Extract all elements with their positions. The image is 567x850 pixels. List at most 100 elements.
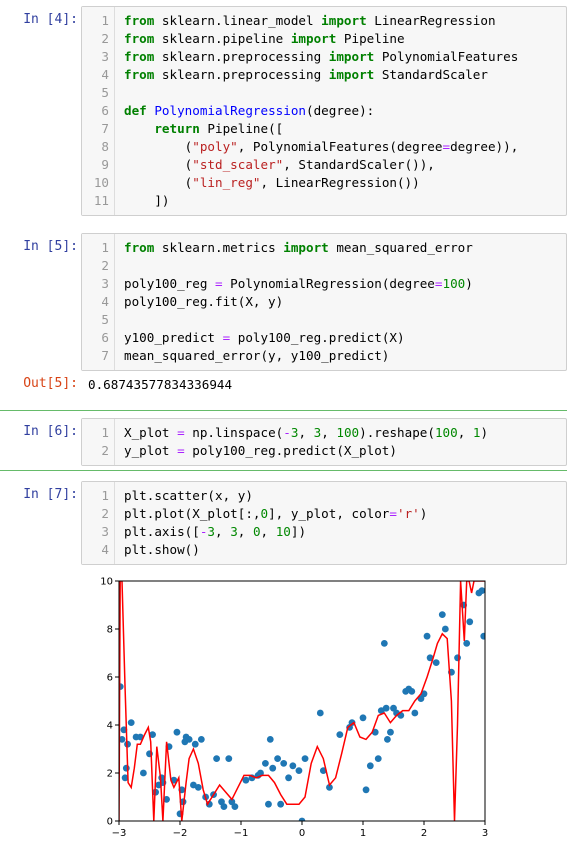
scatter-point: [438, 611, 446, 618]
line-number: 1: [101, 13, 109, 28]
scatter-point: [359, 714, 367, 722]
code-line[interactable]: 3 from sklearn.preprocessing import Polyn…: [82, 48, 567, 66]
line-number: 4: [101, 67, 109, 82]
code-line[interactable]: 1 from sklearn.metrics import mean_square…: [82, 239, 567, 257]
scatter-point: [280, 760, 288, 767]
code-line[interactable]: 4 from sklearn.preprocessing import Stand…: [82, 66, 567, 84]
code-token: =: [222, 330, 231, 345]
code-line[interactable]: 2 y_plot = poly100_reg.predict(X_plot): [82, 442, 567, 460]
code-editor[interactable]: 1 from sklearn.linear_model import Linear…: [81, 6, 567, 216]
input-prompt: In [7]:: [23, 487, 78, 502]
code-editor[interactable]: 1 X_plot = np.linspace(-3, 3, 100).reshap…: [81, 418, 567, 466]
code-cell-6[interactable]: In [6]: 1 X_plot = np.linspace(-3, 3, 100…: [0, 411, 567, 471]
code-line[interactable]: 5: [82, 311, 567, 329]
code-token: degree)),: [450, 139, 519, 154]
code-line[interactable]: 1 X_plot = np.linspace(-3, 3, 100).reshap…: [82, 424, 567, 442]
code-token: ,: [298, 425, 314, 440]
code-line[interactable]: 4 poly100_reg.fit(X, y): [82, 293, 567, 311]
scatter-point: [336, 731, 344, 738]
line-number-gutter: [82, 419, 115, 465]
line-number-gutter: [82, 482, 115, 564]
scatter-point: [262, 760, 269, 767]
scatter-point: [454, 654, 461, 662]
code-line[interactable]: 6 y100_predict = poly100_reg.predict(X): [82, 329, 567, 347]
code-token: ,: [237, 524, 253, 539]
line-number-gutter: [82, 234, 115, 370]
code-token: poly100_reg.predict(X_plot): [184, 443, 397, 458]
code-line[interactable]: 4 plt.show(): [82, 541, 567, 559]
code-token: plt.scatter(x, y): [124, 488, 253, 503]
line-number: 7: [101, 121, 109, 136]
code-token: X_plot: [124, 425, 178, 440]
input-prompt: In [6]:: [23, 424, 78, 439]
code-line[interactable]: 6 def PolynomialRegression(degree):: [82, 102, 567, 120]
code-token: np.linspace(: [184, 425, 284, 440]
code-line[interactable]: 2: [82, 257, 567, 275]
code-line[interactable]: 8 ("poly", PolynomialFeatures(degree=deg…: [82, 138, 567, 156]
input-prompt: In [5]:: [23, 239, 78, 254]
scatter-point: [478, 587, 485, 594]
scatter-point: [213, 755, 220, 762]
code-line[interactable]: 2 from sklearn.pipeline import Pipeline: [82, 30, 567, 48]
code-line[interactable]: 2 plt.plot(X_plot[:,0], y_plot, color='r'…: [82, 505, 567, 523]
code-token: import: [283, 240, 329, 255]
code-line[interactable]: 9 ("std_scaler", StandardScaler()),: [82, 156, 567, 174]
code-token: from: [124, 67, 155, 82]
line-number: 5: [101, 85, 109, 100]
code-line[interactable]: 7 return Pipeline([: [82, 120, 567, 138]
code-editor[interactable]: 1 plt.scatter(x, y) 2 plt.plot(X_plot[:,0],…: [81, 481, 567, 565]
line-number: 4: [101, 542, 109, 557]
code-text: poly100_reg = PolynomialRegression(degre…: [124, 275, 473, 293]
code-token: poly100_reg.predict(X): [230, 330, 405, 345]
scatter-point: [194, 784, 202, 791]
code-token: plt.axis([: [124, 524, 200, 539]
line-number: 1: [101, 425, 109, 440]
code-cell-5[interactable]: In [5]: 1 from sklearn.metrics import mea…: [0, 222, 567, 405]
code-line[interactable]: 7 mean_squared_error(y, y100_predict): [82, 347, 567, 365]
code-text: from sklearn.preprocessing import Standa…: [124, 66, 488, 84]
code-text: plt.show(): [124, 541, 200, 559]
code-line[interactable]: 3 poly100_reg = PolynomialRegression(degr…: [82, 275, 567, 293]
code-line[interactable]: 11 ]): [82, 192, 567, 210]
selected-cell-top-border: [0, 410, 567, 411]
code-token: =: [177, 425, 185, 440]
code-line[interactable]: 1 from sklearn.linear_model import Linear…: [82, 12, 567, 30]
code-editor[interactable]: 1 from sklearn.metrics import mean_square…: [81, 233, 567, 371]
code-line[interactable]: 10 ("lin_reg", LinearRegression()): [82, 174, 567, 192]
code-token: , PolynomialFeatures(degree: [237, 139, 443, 154]
code-text: ("lin_reg", LinearRegression()): [124, 174, 420, 192]
code-token: StandardScaler: [374, 67, 488, 82]
x-tick-label: −1: [234, 828, 249, 839]
scatter-point: [191, 740, 199, 748]
scatter-point: [348, 719, 356, 726]
code-token: from: [124, 13, 155, 28]
code-text: from sklearn.preprocessing import Polyno…: [124, 48, 518, 66]
scatter-point: [480, 632, 485, 640]
code-token: ): [480, 425, 489, 440]
code-token: 3: [207, 524, 216, 539]
code-text: ]): [124, 192, 169, 210]
scatter-point: [242, 776, 250, 784]
code-cell-7[interactable]: In [7]: 1 plt.scatter(x, y) 2 plt.plot(X_pl…: [0, 471, 567, 850]
scatter-point: [266, 736, 274, 743]
scatter-point: [466, 618, 474, 626]
code-token: =: [177, 443, 185, 458]
line-number: 6: [101, 330, 109, 345]
line-number: 3: [101, 49, 109, 64]
scatter-point: [274, 755, 281, 762]
code-token: sklearn.linear_model: [154, 13, 322, 28]
line-number: 2: [101, 258, 109, 273]
code-line[interactable]: 1 plt.scatter(x, y): [82, 487, 567, 505]
code-token: "poly": [192, 139, 238, 154]
code-token: poly100_reg: [124, 276, 215, 291]
code-cell-4[interactable]: In [4]: 1 from sklearn.linear_model impor…: [0, 0, 567, 222]
line-number: 2: [101, 443, 109, 458]
scatter-point: [185, 736, 193, 743]
selected-cell-bottom-border: [0, 470, 567, 471]
code-line[interactable]: 3 plt.axis([-3, 3, 0, 10]): [82, 523, 567, 541]
x-tick-label: 3: [482, 828, 488, 839]
code-token: 0: [260, 506, 269, 521]
x-tick-label: 0: [299, 828, 305, 839]
code-text: y100_predict = poly100_reg.predict(X): [124, 329, 405, 347]
code-line[interactable]: 5: [82, 84, 567, 102]
